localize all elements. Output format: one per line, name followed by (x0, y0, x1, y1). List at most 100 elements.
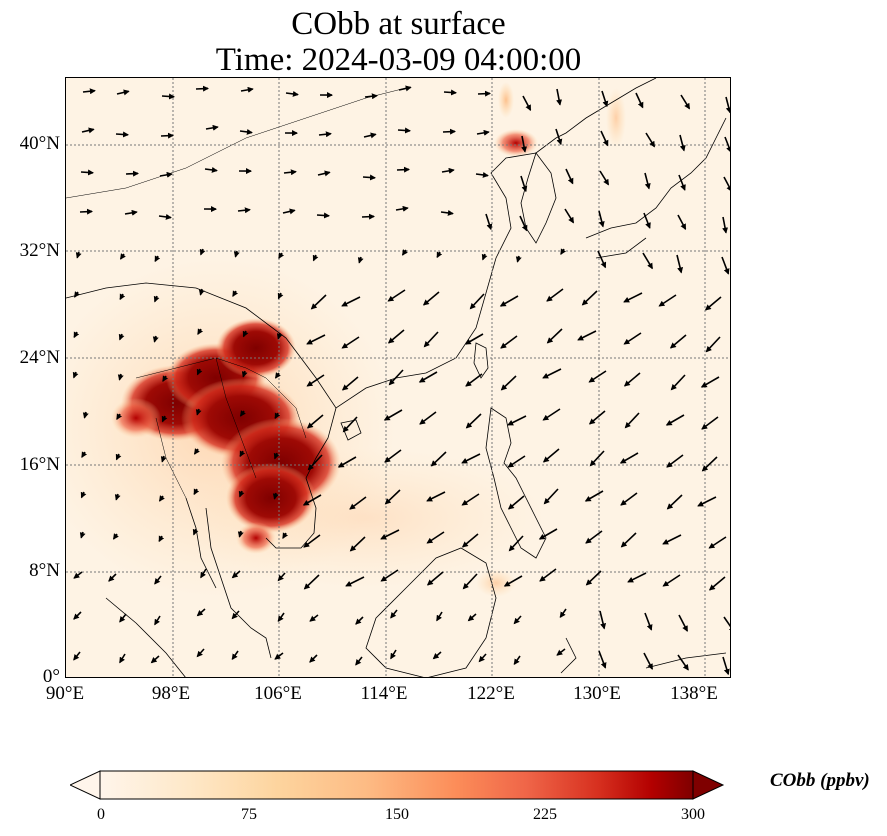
wind-arrow (426, 491, 446, 502)
wind-arrow (722, 216, 729, 234)
wind-arrow (199, 248, 206, 256)
wind-arrow (461, 533, 479, 548)
wind-arrow (154, 575, 162, 585)
wind-arrow (277, 572, 286, 582)
wind-arrow (160, 455, 167, 463)
wind-arrow (643, 212, 651, 229)
wind-arrow (117, 373, 124, 381)
lon-tick-label: 98°E (151, 683, 191, 704)
wind-arrow (442, 128, 456, 135)
wind-arrow (620, 532, 637, 548)
wind-arrow (475, 171, 489, 178)
colorbar-tick-label: 150 (385, 806, 409, 823)
wind-arrow (112, 533, 119, 540)
wind-arrow (441, 167, 455, 174)
wind-arrow (662, 534, 682, 545)
wind-arrow (274, 412, 281, 420)
plot-title: CObb at surface (291, 6, 506, 42)
wind-arrow (704, 296, 722, 311)
wind-arrow (195, 408, 202, 416)
wind-arrow (401, 249, 408, 256)
wind-arrow (584, 490, 604, 502)
wind-arrow (430, 451, 447, 467)
wind-arrow (665, 414, 685, 426)
lat-tick-label: 16°N (19, 454, 60, 475)
wind-arrow (161, 93, 175, 100)
wind-arrow (666, 494, 683, 510)
wind-arrow (115, 453, 122, 461)
lon-tick-label: 122°E (467, 683, 515, 704)
wind-arrow (116, 89, 130, 96)
wind-arrow (81, 127, 95, 134)
wind-arrow (397, 127, 411, 134)
lat-tick-label: 8°N (29, 560, 60, 581)
wind-vectors (72, 85, 730, 676)
wind-arrow (159, 171, 173, 178)
wind-arrow (662, 574, 681, 587)
wind-arrow (461, 493, 480, 506)
wind-arrow (461, 453, 481, 464)
wind-arrow (678, 614, 689, 632)
wind-arrow (585, 570, 602, 586)
wind-arrow (285, 90, 299, 97)
wind-arrow (274, 372, 281, 379)
wind-arrow (239, 128, 253, 135)
wind-arrow (581, 290, 598, 306)
wind-arrow (465, 373, 483, 387)
colorbar (68, 770, 725, 800)
wind-arrow (542, 368, 562, 379)
wind-arrow (119, 293, 126, 301)
wind-arrow (546, 288, 564, 302)
wind-arrow (306, 334, 326, 345)
wind-arrow (158, 495, 165, 502)
wind-arrow (198, 288, 205, 296)
wind-arrow (700, 376, 720, 388)
wind-arrow (436, 251, 443, 259)
lon-tick-label: 130°E (573, 683, 621, 704)
wind-arrow (204, 166, 218, 173)
wind-arrow (152, 335, 159, 343)
wind-arrow (73, 291, 80, 298)
wind-arrow (272, 492, 279, 500)
wind-arrow (623, 332, 642, 345)
wind-arrow (81, 451, 88, 458)
wind-arrow (679, 134, 686, 152)
wind-arrow (232, 290, 239, 297)
wind-arrow (577, 330, 597, 341)
lon-tick-label: 138°E (670, 683, 718, 704)
wind-arrow (467, 613, 477, 622)
colorbar-tick-label: 300 (681, 806, 705, 823)
wind-arrow (205, 124, 219, 131)
wind-arrow (73, 611, 82, 620)
wind-arrow (620, 492, 638, 506)
hotspot-northeast (498, 82, 514, 118)
wind-arrow (79, 208, 93, 215)
wind-arrow (522, 95, 532, 111)
wind-arrow (588, 410, 606, 425)
wind-arrow (283, 169, 297, 176)
wind-arrow (116, 413, 123, 420)
wind-arrow (481, 253, 488, 261)
wind-arrow (542, 408, 561, 421)
colorbar-label: CObb (ppbv) (770, 770, 870, 791)
lat-tick-label: 40°N (19, 133, 60, 154)
wind-arrow (79, 531, 86, 539)
wind-arrow (237, 207, 251, 214)
wind-arrow (384, 489, 401, 505)
wind-arrow (503, 575, 523, 587)
wind-arrow (677, 654, 689, 671)
wind-arrow (192, 528, 199, 536)
wind-arrow (231, 610, 240, 620)
wind-arrow (349, 536, 366, 552)
wind-arrow (387, 289, 406, 302)
map-panel (65, 77, 731, 678)
wind-arrow (154, 255, 161, 263)
wind-arrow (546, 328, 563, 344)
wind-arrow (390, 649, 397, 660)
wind-arrow (585, 530, 603, 544)
wind-arrow (642, 252, 653, 270)
lat-tick-label: 0° (42, 666, 60, 687)
wind-arrow (82, 88, 96, 95)
wind-arrow (478, 653, 487, 663)
wind-arrow (306, 374, 325, 387)
